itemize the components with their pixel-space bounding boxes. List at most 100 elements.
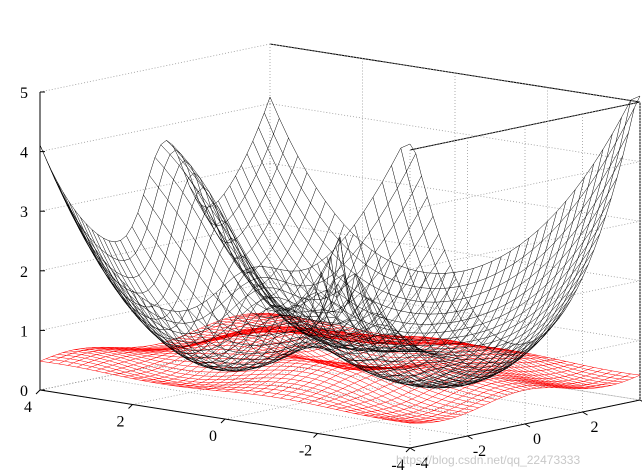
black-mesh-line-y	[235, 175, 606, 341]
grid-z-back-wall	[269, 341, 641, 401]
grid-z-left-wall	[39, 103, 271, 152]
red-mesh-line-y	[103, 346, 474, 411]
black-mesh-line-y	[212, 205, 583, 357]
z-tick-label: 3	[20, 204, 28, 221]
grid-z-right-wall	[409, 340, 641, 389]
black-mesh-line-y	[160, 144, 531, 386]
black-mesh-line-y	[154, 157, 526, 387]
grid-z-left-wall	[39, 341, 271, 391]
black-mesh-line-y	[223, 193, 595, 350]
black-mesh-line-y	[114, 241, 485, 383]
black-mesh-line-x	[76, 172, 308, 308]
axes-front	[35, 91, 642, 453]
black-mesh-line-y	[189, 186, 560, 373]
grid-z-back-wall	[269, 43, 641, 103]
red-mesh-line-y	[154, 328, 526, 391]
red-mesh-line-y	[91, 347, 462, 416]
black-mesh-line-y	[177, 156, 549, 379]
y-tick-mark	[524, 423, 531, 428]
black-mesh-line-x	[382, 133, 613, 372]
grid-z-back-wall	[269, 162, 641, 222]
grid-z-right-wall	[409, 101, 641, 151]
black-mesh-line-y	[143, 194, 514, 389]
y-tick-mark	[409, 447, 416, 452]
y-tick-label: -2	[473, 443, 486, 460]
grid-z-right-wall	[409, 220, 641, 270]
black-mesh-line-y	[264, 107, 635, 289]
red-mesh-line-y	[39, 360, 411, 424]
red-mesh-line-y	[258, 313, 629, 381]
x-tick-mark	[128, 404, 133, 409]
grid-floor-x	[132, 356, 363, 405]
black-mesh-line-y	[74, 209, 445, 363]
grid-floor-x	[224, 370, 456, 420]
x-tick-mark	[313, 433, 318, 438]
black-mesh-line-x	[391, 117, 622, 364]
black-mesh-line-y	[183, 171, 554, 376]
grid-z-right-wall	[409, 161, 641, 210]
black-mesh-line-y	[91, 229, 463, 372]
red-mesh-line-y	[241, 314, 612, 386]
x-tick-label: -2	[299, 443, 312, 460]
series-black-mesh	[39, 95, 641, 389]
x-tick-mark	[220, 418, 226, 424]
red-mesh-line-y	[108, 347, 480, 408]
red-mesh-line-y	[62, 352, 434, 423]
x-tick-label: -4	[391, 457, 404, 474]
grid-z-back-wall	[269, 282, 641, 341]
red-mesh-line-y	[74, 349, 445, 421]
black-mesh-line-x	[400, 99, 632, 355]
black-mesh-line-y	[200, 204, 572, 365]
black-mesh-line-y	[218, 200, 589, 353]
y-tick-label: -4	[415, 455, 428, 472]
black-mesh-line-y	[51, 170, 422, 335]
red-mesh-line-y	[195, 328, 566, 389]
red-mesh-line-y	[97, 347, 468, 413]
y-tick-mark	[639, 399, 642, 402]
black-mesh-line-y	[241, 165, 612, 334]
black-mesh-line-y	[131, 226, 503, 388]
grid-z-left-wall	[39, 282, 271, 331]
black-mesh-line-y	[258, 127, 629, 303]
grid-z-left-wall	[39, 43, 271, 93]
grid-floor-y	[154, 365, 526, 425]
z-tick-label: 1	[20, 323, 28, 340]
y-tick-mark	[582, 411, 588, 416]
z-tick-label: 4	[20, 145, 28, 162]
x-tick-label: 2	[117, 414, 125, 431]
black-mesh-line-y	[166, 140, 537, 384]
red-mesh-line-y	[45, 358, 416, 424]
black-mesh-line-y	[108, 240, 480, 381]
black-mesh-line-y	[57, 181, 428, 344]
black-mesh-line-y	[85, 223, 457, 370]
x-tick-label: 0	[209, 428, 217, 445]
y-tick-label: 2	[591, 419, 599, 436]
grid-z-back-wall	[269, 222, 641, 282]
x-tick-mark	[35, 389, 41, 395]
red-mesh-line-y	[51, 356, 422, 424]
black-mesh-line-x	[48, 118, 280, 261]
black-mesh-line-y	[149, 175, 520, 388]
watermark-text: https://blog.csdn.net/qq_22473333	[396, 453, 580, 467]
z-tick-label: 5	[20, 85, 28, 102]
black-mesh-line-y	[137, 212, 508, 389]
black-mesh-line-y	[269, 95, 641, 274]
black-mesh-line-y	[45, 153, 417, 324]
black-mesh-line-y	[39, 143, 411, 312]
x-tick-label: 4	[24, 399, 32, 416]
grid-z-back-wall	[269, 103, 641, 162]
grid-z-left-wall	[39, 162, 271, 212]
red-mesh-line-y	[166, 326, 537, 389]
red-mesh-line-y	[85, 347, 457, 418]
y-tick-label: 0	[533, 431, 541, 448]
grid-floor-y	[212, 353, 583, 413]
black-mesh-line-y	[172, 144, 543, 382]
grid-z-right-wall	[409, 280, 641, 330]
black-mesh-line-y	[80, 216, 451, 367]
red-mesh-line-y	[68, 350, 439, 422]
grid-floor-y	[97, 377, 468, 437]
y-tick-mark	[467, 435, 473, 440]
z-tick-label: 0	[20, 383, 28, 400]
